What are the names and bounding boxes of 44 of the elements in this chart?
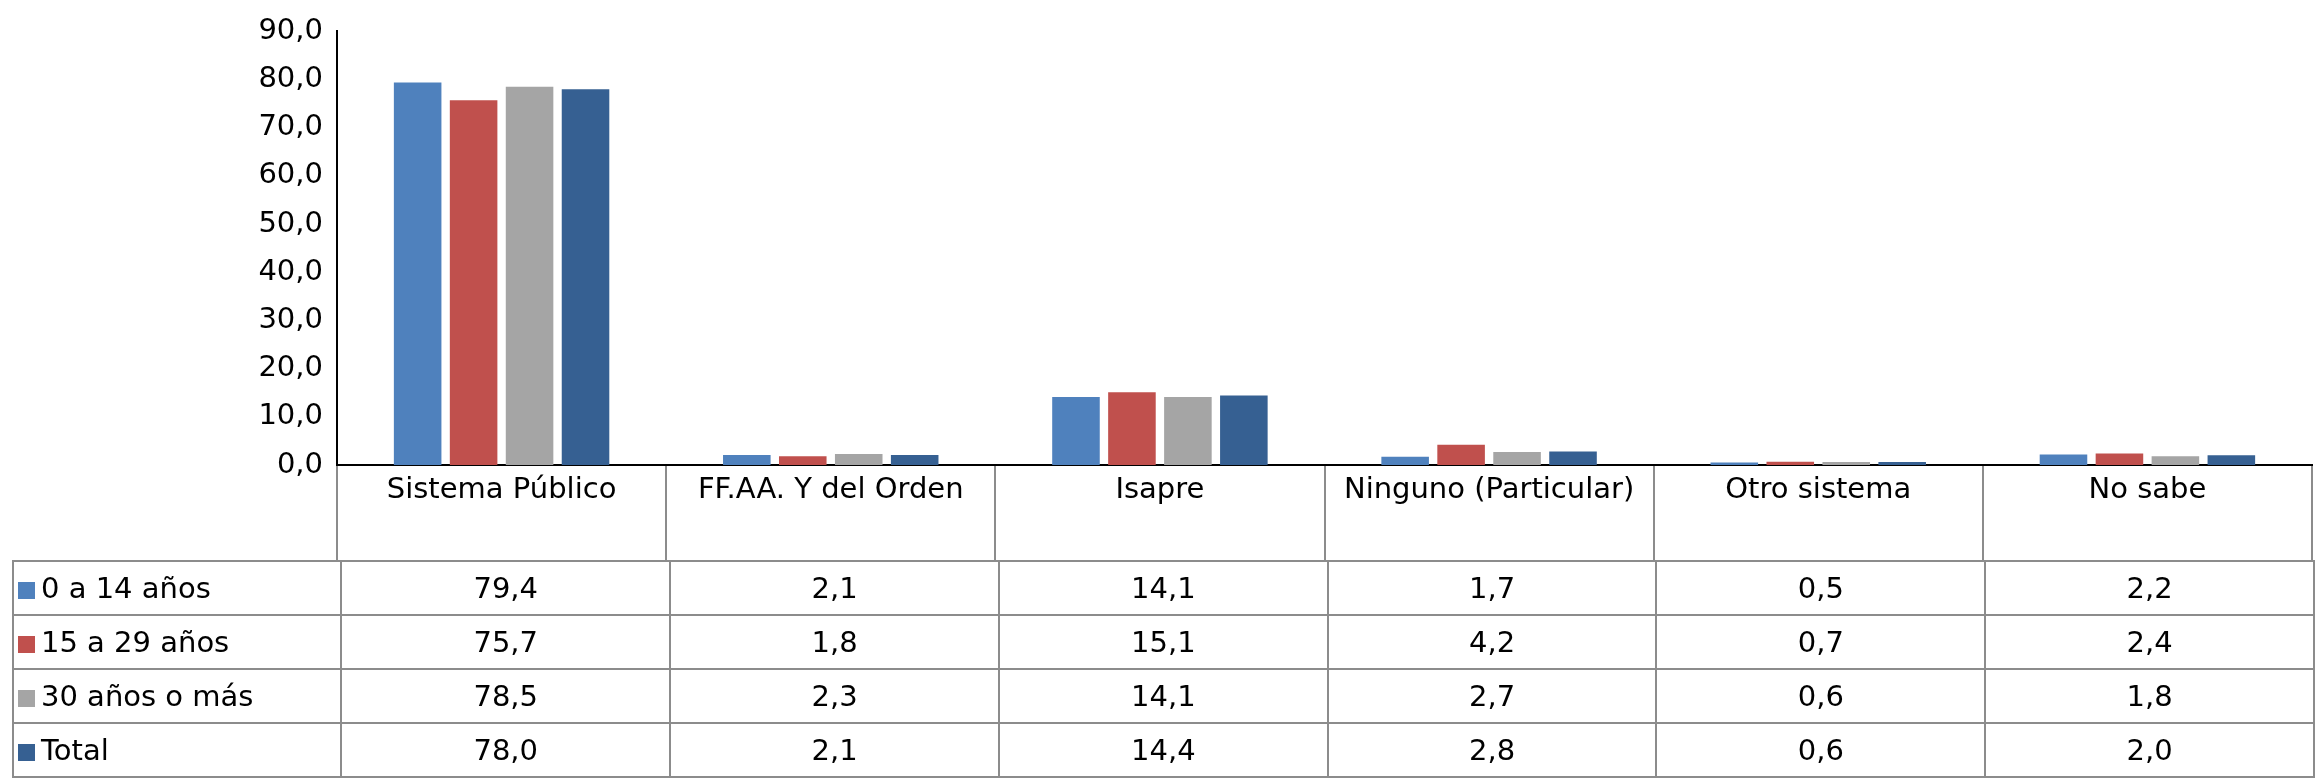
data-label: 1,7 (1327, 561, 1657, 615)
legend-label: 30 años o más (13, 669, 342, 723)
x-tick-label: FF.AA. Y del Orden (697, 470, 964, 505)
data-label: 2,4 (1985, 615, 2314, 669)
y-tick-label: 40,0 (258, 252, 323, 287)
data-label: 2,3 (670, 669, 999, 723)
data-label: 14,4 (998, 723, 1328, 777)
x-tick-label: Sistema Público (386, 470, 617, 505)
x-tick-label: No sabe (2088, 470, 2207, 505)
data-label: 2,1 (670, 723, 999, 777)
legend-label: Total (13, 723, 342, 777)
y-tick-label: 30,0 (258, 301, 323, 335)
data-label: 2,7 (1327, 669, 1657, 723)
data-label: 2,2 (1985, 561, 2314, 615)
data-label: 14,1 (998, 561, 1328, 615)
data-label: 0,7 (1656, 615, 1986, 669)
y-tick-label: 70,0 (258, 108, 323, 143)
data-label: 78,0 (341, 723, 671, 777)
y-tick-label: 0,0 (276, 445, 323, 480)
data-label: 79,4 (341, 561, 671, 615)
data-label: 2,8 (1327, 723, 1657, 777)
x-tick-label: Isapre (1115, 470, 1205, 505)
data-label: 78,5 (341, 669, 671, 723)
y-tick-label: 10,0 (258, 397, 323, 432)
data-label: 2,1 (670, 561, 999, 615)
y-tick-label: 80,0 (258, 60, 323, 95)
data-label: 15,1 (998, 615, 1328, 669)
data-label: 0,6 (1656, 669, 1986, 723)
data-label: 1,8 (670, 615, 999, 669)
x-tick-label: Otro sistema (1725, 470, 1912, 505)
data-label: 0,5 (1656, 561, 1986, 615)
x-tick-label: Ninguno (Particular) (1343, 470, 1635, 505)
data-label: 4,2 (1327, 615, 1657, 669)
y-tick-label: 60,0 (258, 156, 323, 191)
legend-label: 15 a 29 años (13, 615, 342, 669)
data-label: 75,7 (341, 615, 671, 669)
data-label: 2,0 (1985, 723, 2314, 777)
legend-label: 0 a 14 años (13, 561, 342, 615)
data-label: 14,1 (998, 669, 1328, 723)
y-tick-label: 50,0 (258, 204, 323, 239)
y-tick-label: 90,0 (258, 11, 323, 46)
data-label: 0,6 (1656, 723, 1986, 777)
y-tick-label: 20,0 (258, 349, 323, 384)
data-label: 1,8 (1985, 669, 2314, 723)
